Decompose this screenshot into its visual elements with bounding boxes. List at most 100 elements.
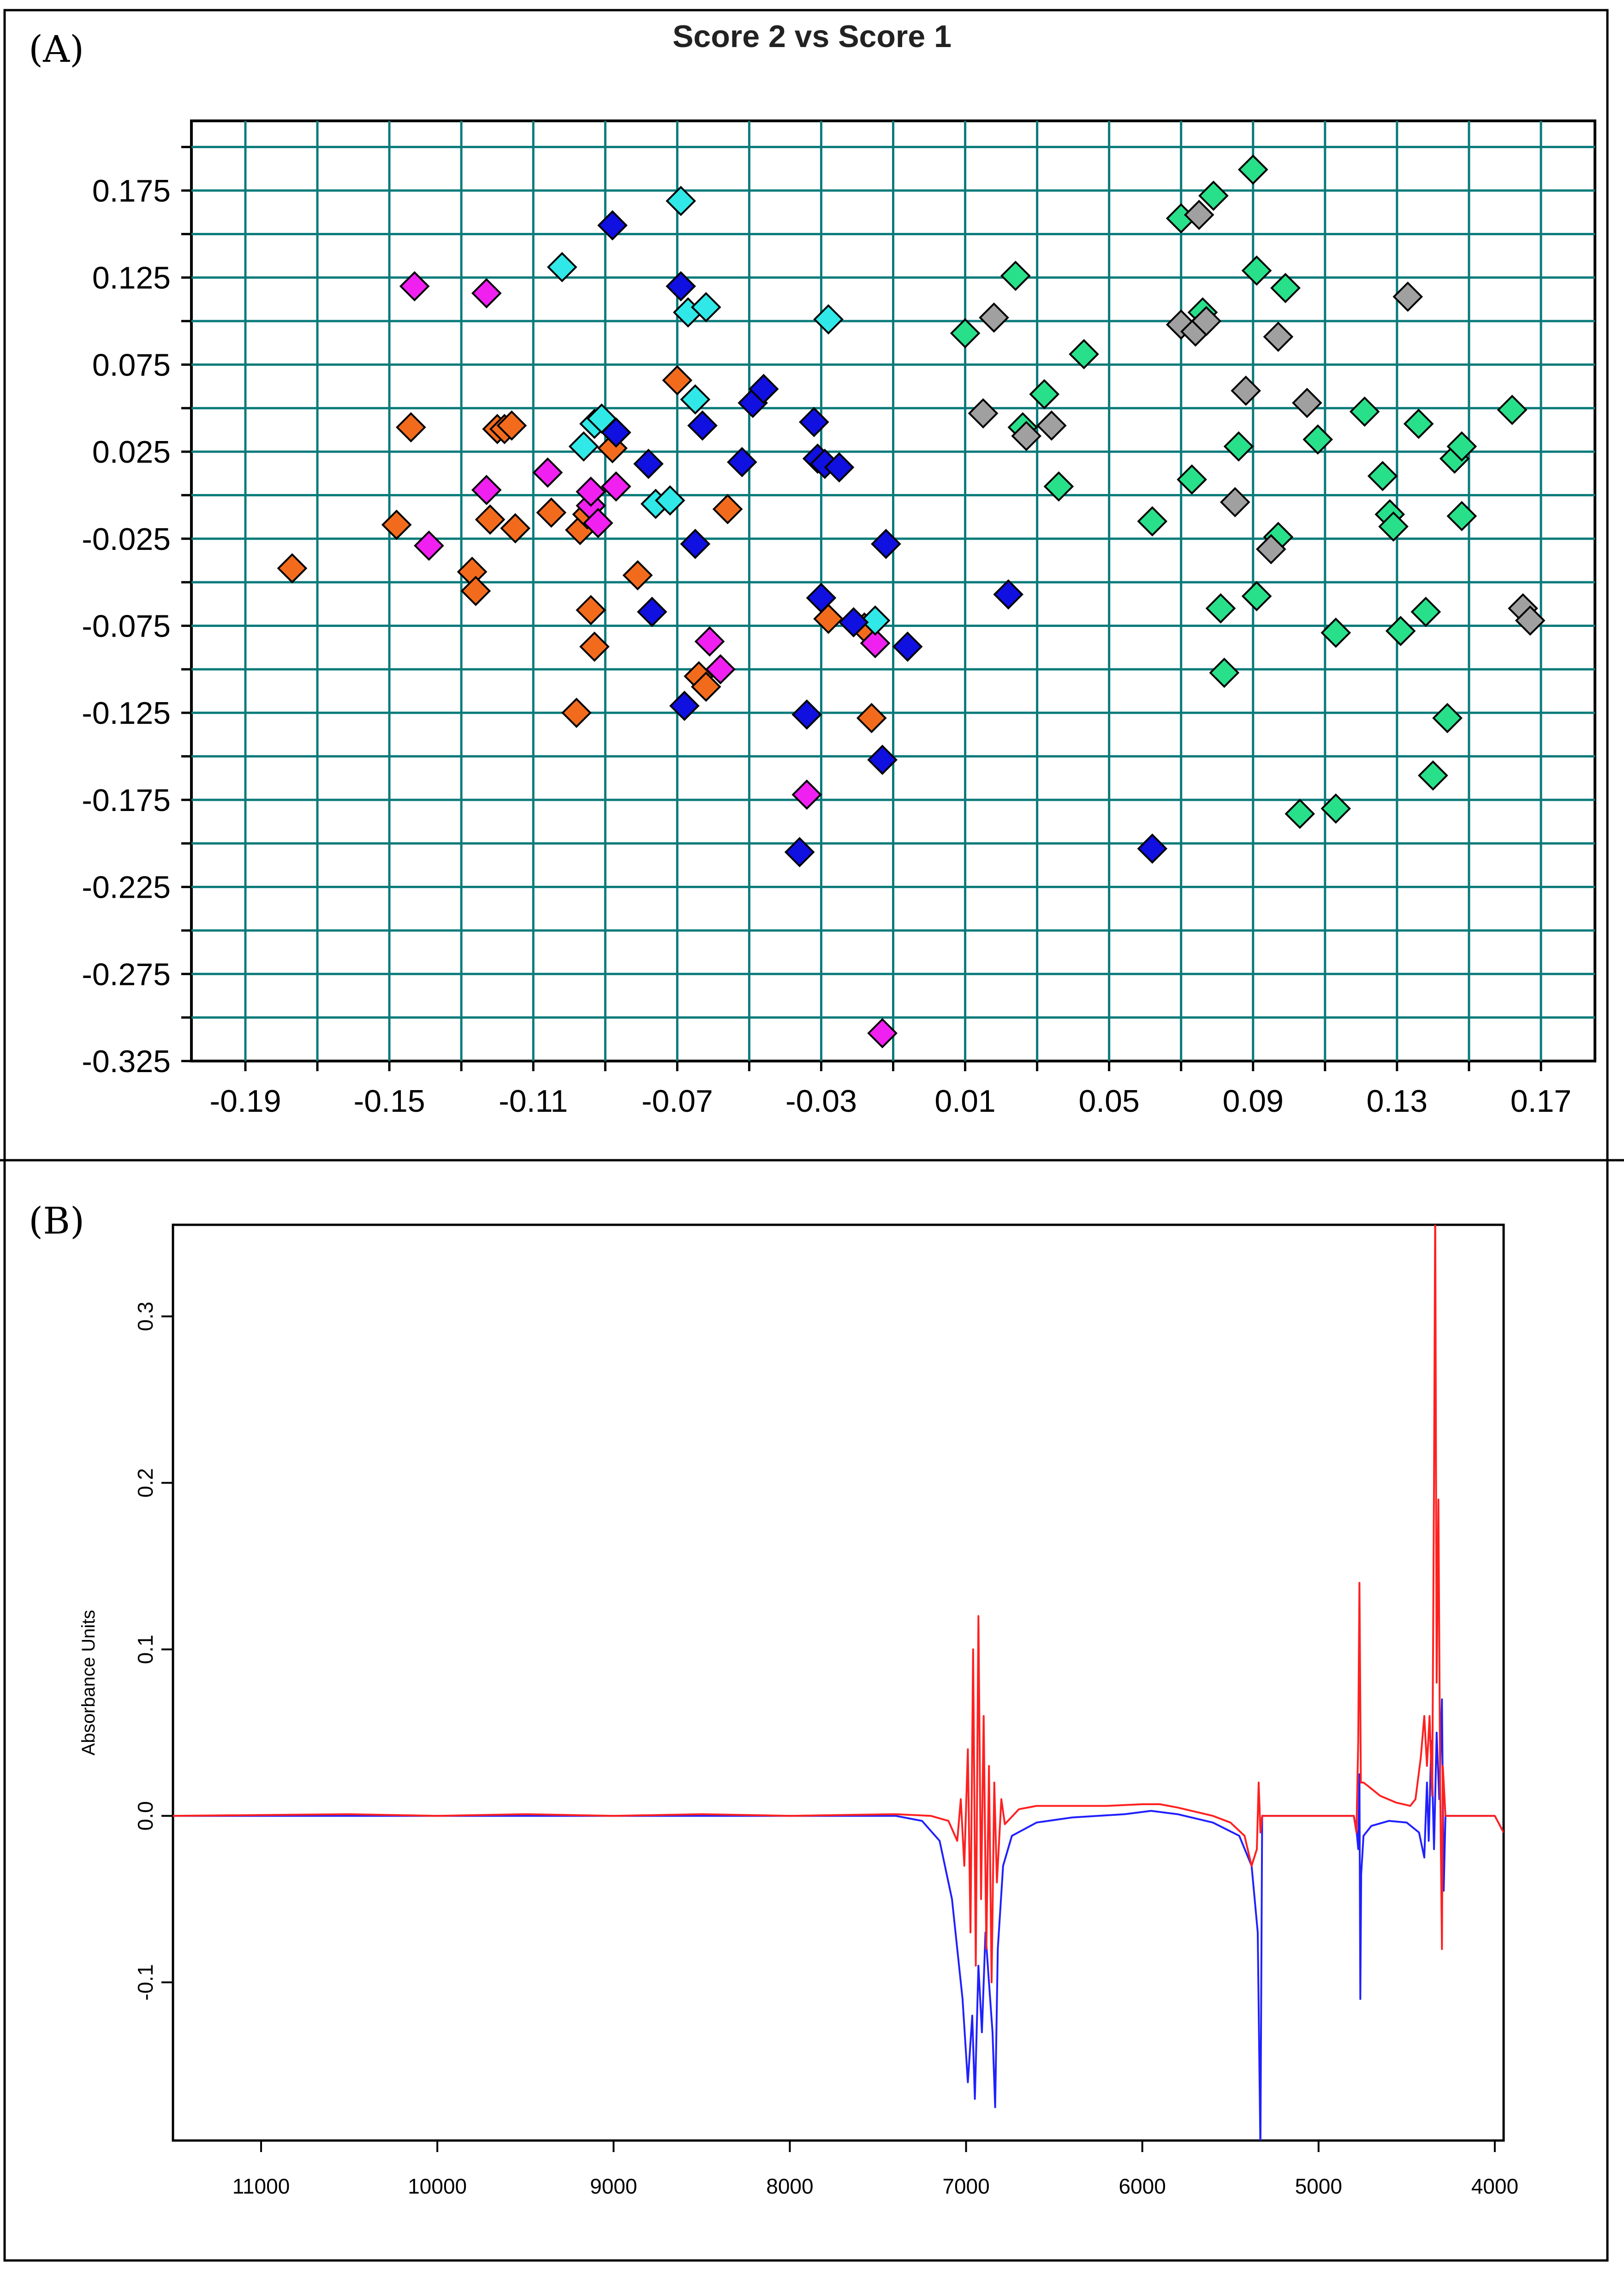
scatter-point-green bbox=[1223, 431, 1254, 462]
scatter-point-orange bbox=[576, 595, 606, 626]
scatter-point-green bbox=[1209, 657, 1240, 688]
scatter-point-blue bbox=[799, 407, 829, 437]
scatter-point-blue bbox=[1137, 833, 1168, 864]
scatter-point-blue bbox=[784, 837, 815, 867]
scatter-point-magenta bbox=[705, 654, 736, 685]
scatter-point-orange bbox=[460, 576, 491, 606]
y-tick-label: 0.3 bbox=[133, 1302, 157, 1331]
scatter-point-gray bbox=[1011, 421, 1042, 451]
absorbance-spectrum-chart: 11000 10000 9000 8000 7000 6000 5000 4000 0.3 0.2… bbox=[78, 1223, 1518, 2198]
scatter-point-green bbox=[1137, 506, 1168, 537]
x-tick-label: -0.03 bbox=[785, 1084, 857, 1119]
scatter-point-magenta bbox=[532, 457, 563, 488]
scatter-point-blue bbox=[806, 583, 837, 613]
y-tick-label: -0.225 bbox=[82, 870, 171, 905]
scatter-point-green bbox=[1367, 461, 1398, 491]
scatter-grid bbox=[191, 121, 1595, 1061]
x-tick-label: 6000 bbox=[1118, 2174, 1166, 2198]
scatter-point-magenta bbox=[860, 628, 891, 659]
x-tick-label: 5000 bbox=[1295, 2174, 1342, 2198]
scatter-point-orange bbox=[662, 365, 693, 396]
scatter-point-blue bbox=[637, 596, 667, 627]
scatter-point-cyan bbox=[654, 485, 685, 516]
scatter-point-blue bbox=[601, 417, 631, 448]
x-tick-label: -0.19 bbox=[210, 1084, 281, 1119]
y-tick-label: 0.175 bbox=[92, 173, 171, 209]
scatter-point-gray bbox=[1191, 306, 1222, 336]
scatter-point-blue bbox=[680, 529, 711, 559]
y-tick-label: -0.1 bbox=[133, 1964, 157, 2001]
scatter-point-magenta bbox=[414, 531, 444, 561]
y-axis-title: Absorbance Units bbox=[78, 1610, 99, 1756]
scatter-point-orange bbox=[496, 410, 527, 441]
scatter-point-orange bbox=[475, 504, 506, 535]
scatter-point-cyan bbox=[666, 185, 696, 216]
scatter-point-magenta bbox=[471, 278, 502, 309]
scatter-point-magenta bbox=[694, 626, 725, 657]
x-tick-label: 0.13 bbox=[1367, 1084, 1428, 1119]
scatter-point-green bbox=[1177, 464, 1207, 495]
outer-frame bbox=[3, 9, 1609, 2262]
x-tick-label: 11000 bbox=[232, 2174, 290, 2198]
x-tick-label: 8000 bbox=[766, 2174, 813, 2198]
scatter-point-gray bbox=[979, 302, 1009, 333]
scatter-point-blue bbox=[993, 579, 1024, 610]
scatter-point-cyan bbox=[568, 431, 599, 462]
y-tick-label: 0.2 bbox=[133, 1468, 157, 1497]
scatter-point-green bbox=[1403, 408, 1434, 439]
scatter-point-magenta bbox=[399, 271, 430, 302]
scatter-point-green bbox=[1321, 617, 1351, 648]
scatter-point-green bbox=[1349, 396, 1380, 427]
scatter-point-gray bbox=[1219, 487, 1250, 518]
scatter-point-green bbox=[1205, 593, 1236, 624]
scatter-title: Score 2 vs Score 1 bbox=[672, 19, 952, 54]
scatter-point-magenta bbox=[867, 1018, 898, 1049]
x-tick-label: -0.11 bbox=[499, 1084, 568, 1119]
y-tick-label: 0.0 bbox=[133, 1801, 157, 1831]
blue-spectrum-line bbox=[173, 1698, 1495, 2141]
scatter-point-blue bbox=[892, 631, 923, 662]
scatter-point-orange bbox=[712, 494, 743, 525]
scatter-axis-ticks: -0.19 -0.15 -0.11 -0.07 -0.03 0.01 0.05 0.09 0.1… bbox=[82, 146, 1571, 1119]
scatter-point-gray bbox=[1184, 199, 1214, 230]
scatter-point-gray bbox=[1392, 281, 1423, 312]
scatter-point-gray bbox=[1263, 322, 1294, 352]
scatter-point-green bbox=[1321, 793, 1351, 824]
x-tick-label: 9000 bbox=[590, 2174, 637, 2198]
x-tick-label: 0.05 bbox=[1078, 1084, 1139, 1119]
y-tick-label: 0.1 bbox=[133, 1634, 157, 1664]
scatter-point-blue bbox=[669, 691, 700, 721]
scatter-point-green bbox=[1285, 799, 1315, 829]
scatter-point-green bbox=[1497, 394, 1528, 425]
scatter-point-orange bbox=[856, 703, 887, 733]
score-scatter-chart: -0.19 -0.15 -0.11 -0.07 -0.03 0.01 0.05 0.09 0.1… bbox=[82, 119, 1596, 1119]
panel-b-label: (B) bbox=[29, 1199, 85, 1242]
scatter-point-orange bbox=[579, 631, 610, 662]
spectrum-lines bbox=[173, 1225, 1504, 2141]
x-tick-label: -0.07 bbox=[642, 1084, 713, 1119]
scatter-point-orange bbox=[561, 698, 592, 728]
scatter-point-green bbox=[1432, 703, 1463, 733]
scatter-point-cyan bbox=[690, 292, 721, 322]
scatter-point-gray bbox=[1036, 410, 1067, 441]
y-tick-label: -0.125 bbox=[82, 696, 171, 731]
scatter-point-blue bbox=[687, 410, 718, 441]
scatter-point-green bbox=[1029, 379, 1060, 410]
scatter-point-gray bbox=[968, 398, 999, 429]
y-tick-label: 0.125 bbox=[92, 261, 171, 296]
scatter-point-green bbox=[1385, 615, 1416, 646]
scatter-point-blue bbox=[748, 374, 779, 405]
scatter-point-cyan bbox=[813, 304, 844, 335]
y-tick-label: 0.025 bbox=[92, 435, 171, 470]
x-tick-label: 0.17 bbox=[1511, 1084, 1571, 1119]
scatter-point-green bbox=[1043, 471, 1074, 502]
scatter-point-blue bbox=[666, 271, 696, 302]
y-tick-label: -0.275 bbox=[82, 957, 171, 992]
y-tick-label: -0.075 bbox=[82, 608, 171, 644]
scatter-point-orange bbox=[277, 553, 308, 584]
scatter-point-orange bbox=[381, 509, 412, 540]
scatter-point-magenta bbox=[576, 477, 606, 507]
scatter-point-orange bbox=[396, 412, 426, 443]
scatter-point-green bbox=[1303, 424, 1333, 455]
